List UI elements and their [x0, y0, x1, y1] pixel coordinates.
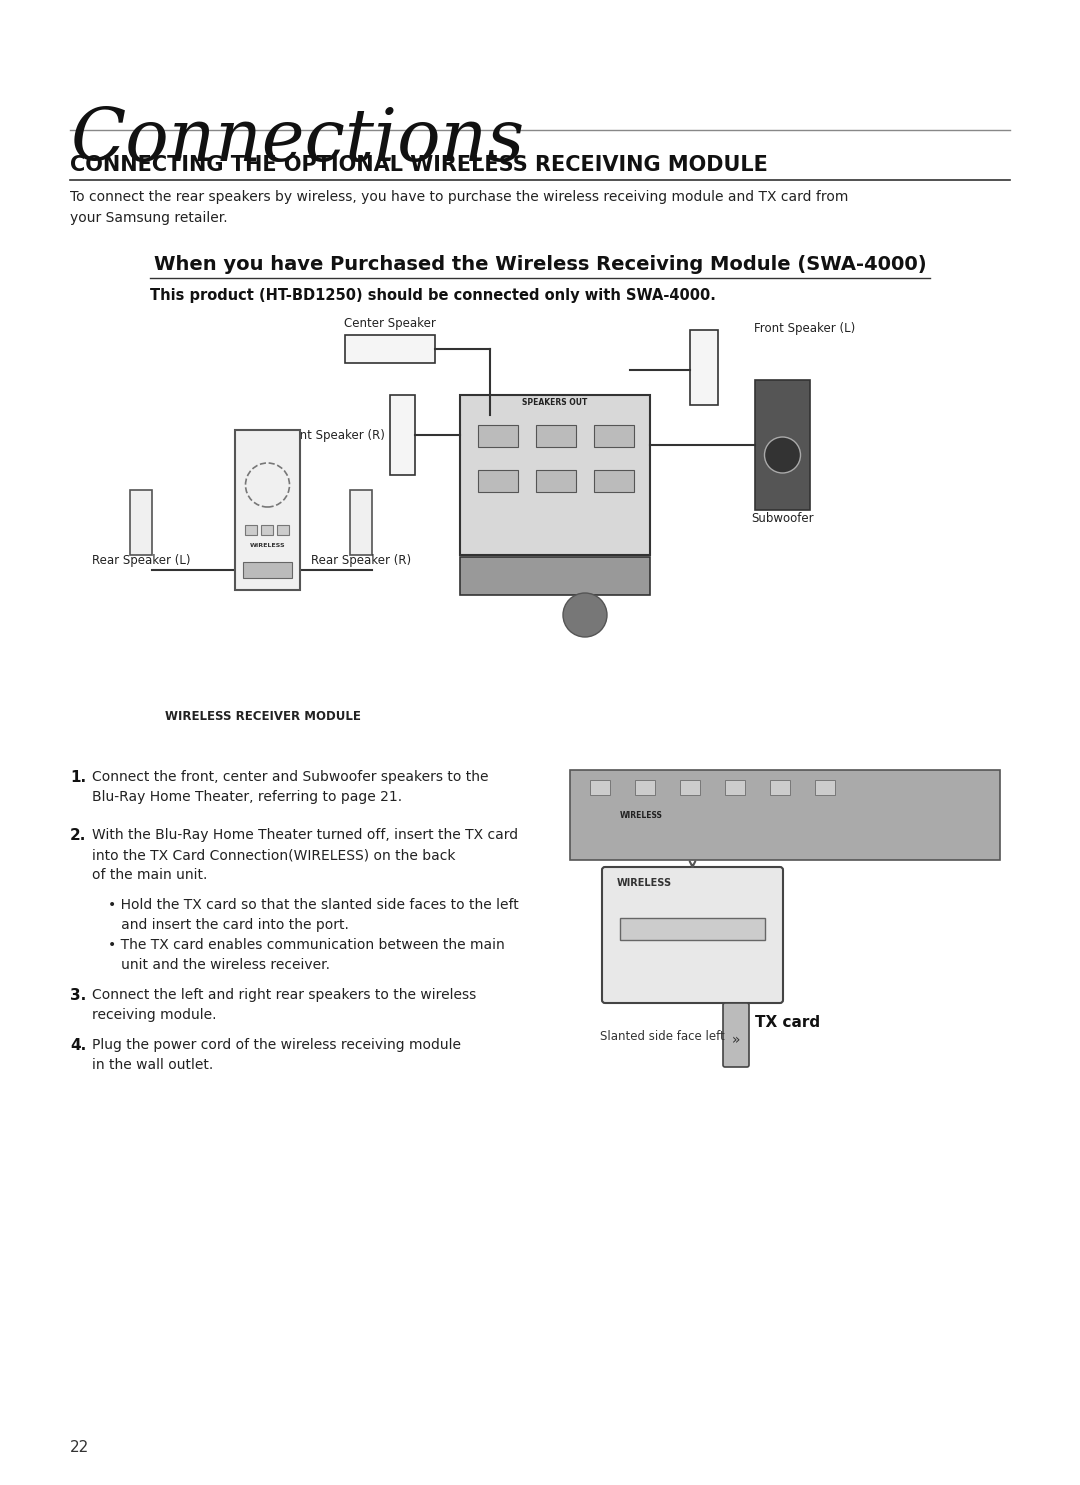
Text: TX card: TX card: [755, 1016, 820, 1031]
Bar: [635, 780, 654, 794]
Bar: [536, 425, 576, 447]
Text: 22: 22: [70, 1440, 90, 1455]
Bar: [570, 771, 1000, 860]
Bar: [594, 469, 634, 492]
Text: Center Speaker: Center Speaker: [345, 316, 436, 330]
Circle shape: [563, 593, 607, 637]
Text: »: »: [732, 1034, 740, 1047]
Bar: [770, 780, 789, 794]
Text: Front Speaker (R): Front Speaker (R): [282, 429, 384, 441]
Text: Subwoofer: Subwoofer: [752, 512, 814, 526]
FancyBboxPatch shape: [602, 867, 783, 1002]
Bar: [680, 780, 700, 794]
Bar: [235, 431, 300, 590]
Bar: [594, 425, 634, 447]
Text: WIRELESS: WIRELESS: [249, 544, 285, 548]
Bar: [261, 526, 273, 535]
Text: Plug the power cord of the wireless receiving module
in the wall outlet.: Plug the power cord of the wireless rece…: [92, 1038, 461, 1072]
Text: Rear Speaker (R): Rear Speaker (R): [311, 554, 411, 567]
Text: To connect the rear speakers by wireless, you have to purchase the wireless rece: To connect the rear speakers by wireless…: [70, 190, 849, 224]
Text: Connect the front, center and Subwoofer speakers to the
Blu-Ray Home Theater, re: Connect the front, center and Subwoofer …: [92, 771, 488, 803]
Text: • Hold the TX card so that the slanted side faces to the left
   and insert the : • Hold the TX card so that the slanted s…: [108, 898, 518, 933]
Bar: [460, 557, 650, 595]
Bar: [130, 490, 152, 555]
Bar: [460, 395, 650, 555]
Text: CONNECTING THE OPTIONAL WIRELESS RECEIVING MODULE: CONNECTING THE OPTIONAL WIRELESS RECEIVI…: [70, 154, 768, 175]
Bar: [725, 780, 745, 794]
Bar: [350, 490, 372, 555]
Bar: [590, 780, 610, 794]
Text: This product (HT-BD1250) should be connected only with SWA-4000.: This product (HT-BD1250) should be conne…: [150, 288, 716, 303]
FancyBboxPatch shape: [723, 1002, 750, 1068]
Bar: [276, 526, 289, 535]
Bar: [245, 526, 257, 535]
Text: 4.: 4.: [70, 1038, 86, 1053]
Bar: [690, 330, 718, 405]
Bar: [815, 780, 835, 794]
Text: SPEAKERS OUT: SPEAKERS OUT: [523, 398, 588, 407]
Bar: [755, 380, 810, 509]
Text: Connections: Connections: [70, 105, 524, 175]
Text: With the Blu-Ray Home Theater turned off, insert the TX card
into the TX Card Co: With the Blu-Ray Home Theater turned off…: [92, 829, 518, 882]
Text: Connect the left and right rear speakers to the wireless
receiving module.: Connect the left and right rear speakers…: [92, 988, 476, 1022]
Text: When you have Purchased the Wireless Receiving Module (SWA-4000): When you have Purchased the Wireless Rec…: [153, 255, 927, 275]
Circle shape: [765, 437, 800, 474]
Bar: [243, 561, 292, 578]
Bar: [478, 469, 518, 492]
Bar: [345, 336, 435, 362]
Bar: [536, 469, 576, 492]
Bar: [478, 425, 518, 447]
Text: WIRELESS RECEIVER MODULE: WIRELESS RECEIVER MODULE: [165, 710, 361, 723]
Bar: [620, 918, 765, 940]
Text: 2.: 2.: [70, 829, 86, 843]
Text: WIRELESS: WIRELESS: [620, 811, 663, 820]
Text: Front Speaker (L): Front Speaker (L): [754, 322, 855, 336]
Bar: [390, 395, 415, 475]
Text: Rear Speaker (L): Rear Speaker (L): [92, 554, 190, 567]
Text: 1.: 1.: [70, 771, 86, 786]
Text: Slanted side face left: Slanted side face left: [600, 1031, 725, 1042]
Text: • The TX card enables communication between the main
   unit and the wireless re: • The TX card enables communication betw…: [108, 939, 504, 973]
Text: 3.: 3.: [70, 988, 86, 1002]
Text: WIRELESS: WIRELESS: [617, 878, 672, 888]
